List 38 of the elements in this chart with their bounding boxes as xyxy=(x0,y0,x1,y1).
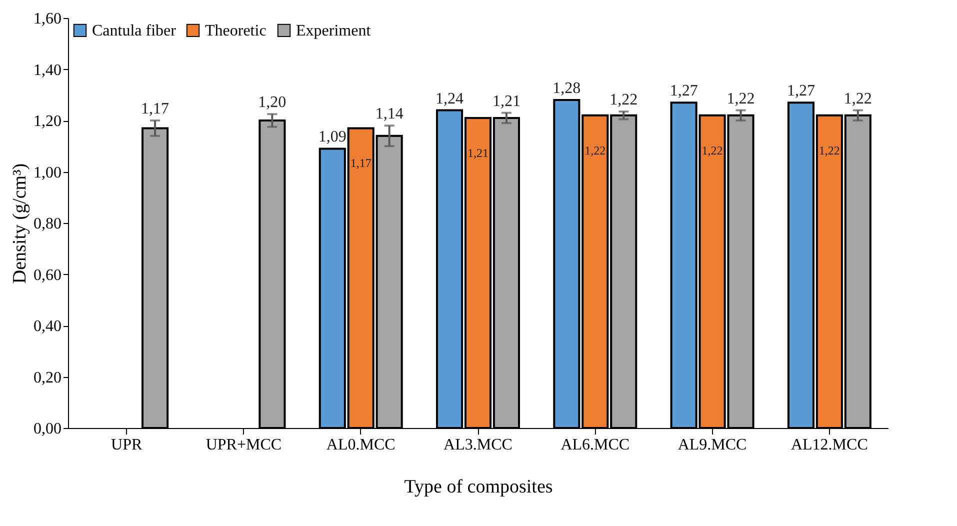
legend-label: Experiment xyxy=(296,22,372,40)
data-label: 1,21 xyxy=(492,92,520,110)
y-tick-label: 0,20 xyxy=(34,369,62,386)
data-label: 1,17 xyxy=(350,156,372,170)
data-label: 1,22 xyxy=(818,143,840,158)
data-label: 1,21 xyxy=(468,146,488,160)
y-tick-label: 0,00 xyxy=(34,420,62,438)
x-tick-label: AL12.MCC xyxy=(790,436,868,454)
x-tick-label: AL6.MCC xyxy=(560,436,630,454)
data-label: 1,09 xyxy=(318,128,346,146)
x-tick-label: AL3.MCC xyxy=(444,436,512,454)
legend-label: Cantula fiber xyxy=(92,22,177,40)
data-label: 1,22 xyxy=(702,143,723,158)
x-axis-title: Type of composites xyxy=(404,476,553,498)
data-label: 1,22 xyxy=(844,90,872,108)
x-tick-label: AL0.MCC xyxy=(326,436,396,454)
data-label: 1,27 xyxy=(786,82,815,100)
data-label: 1,14 xyxy=(375,106,404,123)
data-label: 1,27 xyxy=(670,82,698,100)
data-label: 1,22 xyxy=(726,90,755,108)
x-tick-label: UPR+MCC xyxy=(206,436,282,454)
data-label: 1,17 xyxy=(141,100,170,118)
data-label: 1,20 xyxy=(258,94,286,112)
y-tick-label: 1,20 xyxy=(34,113,62,130)
data-label: 1,22 xyxy=(584,143,606,158)
y-axis-title: Density (g/cm³) xyxy=(10,163,30,284)
y-tick-label: 1,40 xyxy=(34,62,62,79)
y-tick-label: 0,60 xyxy=(34,266,62,284)
y-tick-label: 0,80 xyxy=(34,216,62,232)
y-tick-label: 1,60 xyxy=(34,10,62,28)
x-tick-label: AL9.MCC xyxy=(678,436,747,454)
data-label: 1,24 xyxy=(436,90,464,108)
legend-label: Theoretic xyxy=(205,22,266,40)
x-tick-label: UPR xyxy=(111,436,142,454)
y-tick-label: 1,00 xyxy=(34,164,62,182)
data-label: 1,22 xyxy=(610,92,638,109)
data-label: 1,28 xyxy=(552,80,581,97)
y-tick-label: 0,40 xyxy=(34,318,62,335)
